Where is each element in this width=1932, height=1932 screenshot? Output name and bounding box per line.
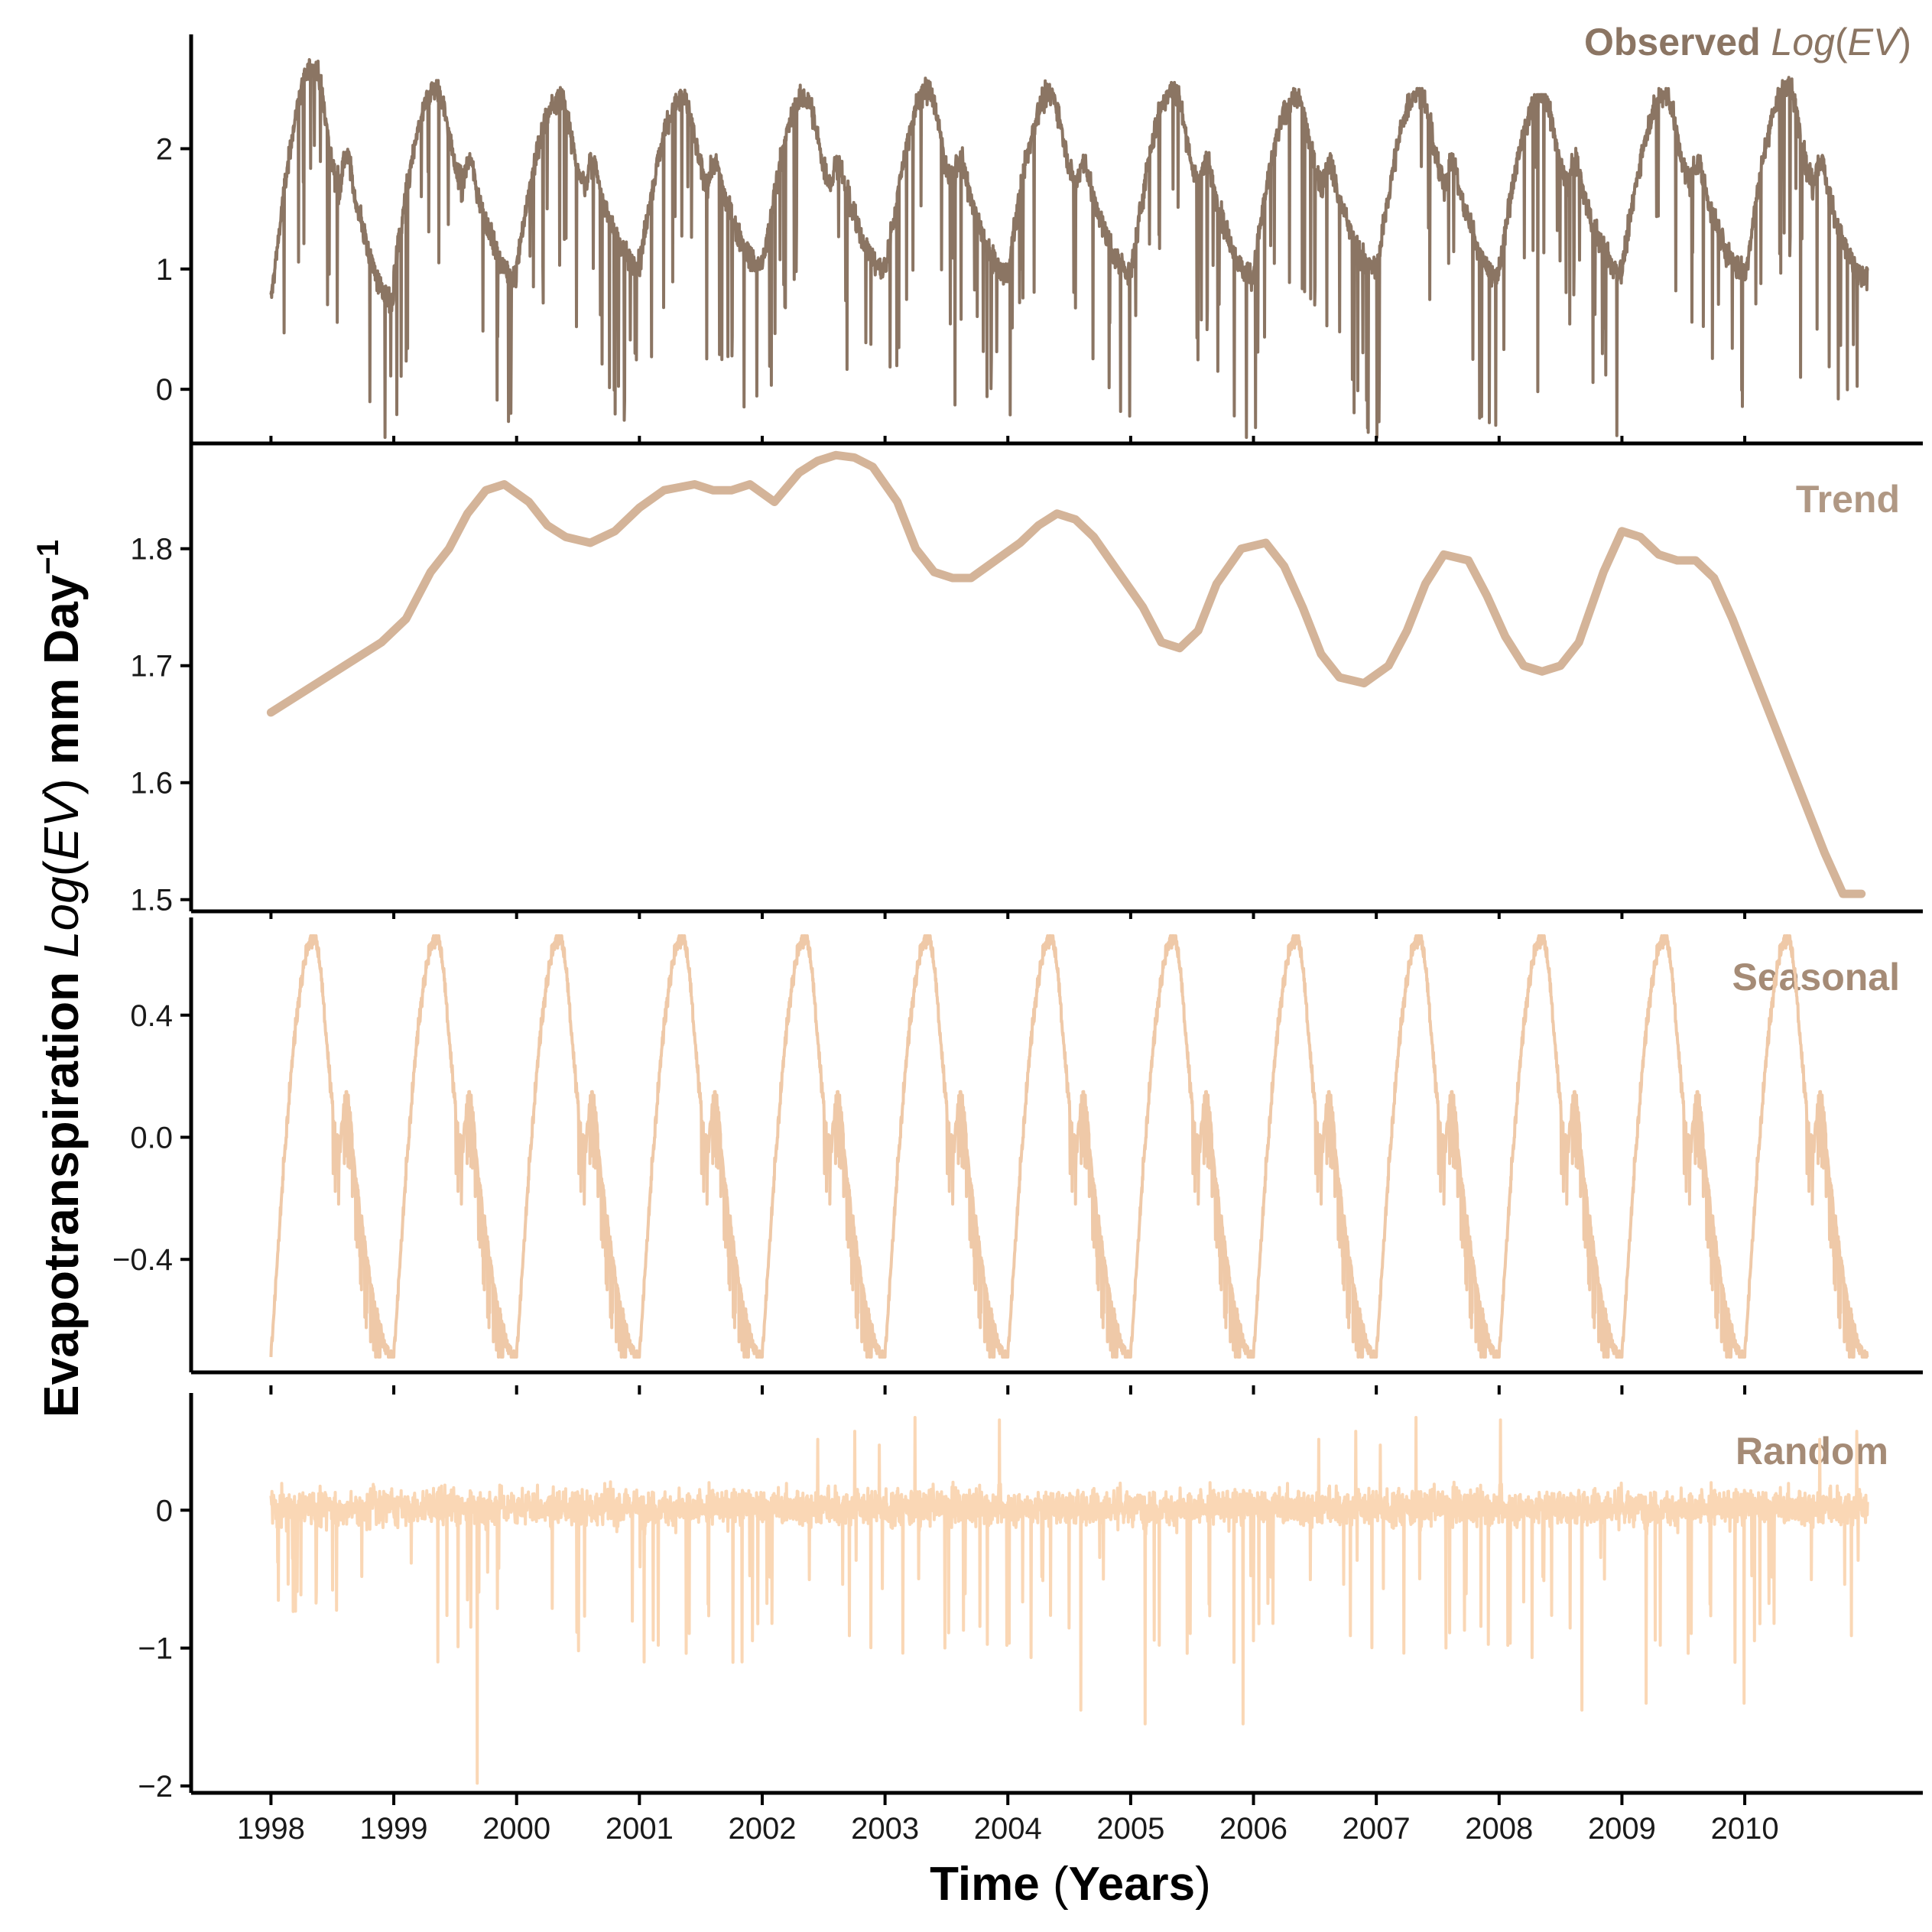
y-tick-label-1-1: 1.6 bbox=[130, 767, 173, 800]
y-tick-label-3-2: 0 bbox=[156, 1494, 173, 1528]
y-axis-title-ev: EV bbox=[34, 791, 89, 860]
panel-observed: Observed Log(EV) 0 1 2 bbox=[156, 21, 1923, 446]
seasonal-series-line bbox=[269, 934, 1869, 1359]
y-tick-label-0-0: 0 bbox=[156, 373, 173, 407]
y-tick-label-2-1: 0.0 bbox=[130, 1122, 173, 1155]
panel-random: Random −2 −1 0 bbox=[138, 1385, 1923, 1804]
x-axis-title-paren-open: ( bbox=[1053, 1858, 1069, 1911]
x-tick-label-3: 2001 bbox=[606, 1812, 674, 1846]
x-tick-label-10: 2008 bbox=[1465, 1812, 1533, 1846]
panel-title-observed: Observed Log(EV) bbox=[1584, 21, 1911, 63]
panel-title-observed-paren-close: ) bbox=[1898, 21, 1911, 63]
y-tick-label-0-2: 2 bbox=[156, 132, 173, 166]
y-axis-title-superscript: −1 bbox=[31, 540, 65, 575]
panel-trend: Trend 1.5 1.6 1.7 1.8 bbox=[130, 436, 1923, 917]
y-axis-title-prefix: Evapotranspiration bbox=[34, 958, 89, 1417]
y-axis-title: Evapotranspiration Log(EV) mm Day−1 bbox=[31, 540, 89, 1417]
x-tick-label-0: 1998 bbox=[237, 1812, 305, 1846]
panel-title-trend: Trend bbox=[1796, 478, 1900, 521]
panel-title-observed-log: Log bbox=[1771, 21, 1836, 63]
panel-title-observed-word: Observed bbox=[1584, 21, 1761, 63]
x-tick-label-12: 2010 bbox=[1711, 1812, 1779, 1846]
x-tick-label-8: 2006 bbox=[1219, 1812, 1287, 1846]
random-series-line bbox=[269, 1416, 1869, 1785]
x-axis-title-main: Time bbox=[930, 1858, 1053, 1911]
y-tick-label-3-0: −2 bbox=[138, 1770, 173, 1804]
x-tick-label-5: 2003 bbox=[851, 1812, 919, 1846]
y-tick-label-0-1: 1 bbox=[156, 253, 173, 287]
panel-title-random: Random bbox=[1736, 1430, 1888, 1473]
x-tick-label-2: 2000 bbox=[482, 1812, 550, 1846]
x-tick-label-4: 2002 bbox=[728, 1812, 796, 1846]
panel-title-observed-ev: EV bbox=[1848, 21, 1902, 63]
y-tick-label-1-2: 1.7 bbox=[130, 650, 173, 684]
observed-series-line bbox=[269, 58, 1869, 440]
panel-seasonal: Seasonal −0.4 0.0 0.4 bbox=[112, 910, 1923, 1375]
y-tick-label-1-0: 1.5 bbox=[130, 884, 173, 917]
x-tick-label-6: 2004 bbox=[974, 1812, 1042, 1846]
x-axis-title: Time (Years) bbox=[930, 1858, 1211, 1911]
y-tick-label-2-2: 0.4 bbox=[130, 999, 173, 1033]
y-axis-title-paren-close: ) bbox=[34, 778, 89, 794]
panel-title-seasonal: Seasonal bbox=[1732, 956, 1900, 998]
y-axis-title-log: Log bbox=[34, 876, 89, 958]
x-tick-label-7: 2005 bbox=[1096, 1812, 1164, 1846]
x-axis: 1998 1999 2000 2001 2002 2003 2004 2005 2006 2007… bbox=[237, 1793, 1779, 1846]
x-axis-title-paren-close: ) bbox=[1195, 1858, 1211, 1911]
y-tick-label-2-0: −0.4 bbox=[112, 1243, 173, 1277]
y-tick-label-3-1: −1 bbox=[138, 1632, 173, 1666]
x-axis-title-inner: Years bbox=[1069, 1858, 1196, 1911]
x-tick-label-1: 1999 bbox=[360, 1812, 428, 1846]
y-tick-label-1-3: 1.8 bbox=[130, 533, 173, 567]
trend-series-line bbox=[266, 450, 1866, 898]
x-tick-label-9: 2007 bbox=[1343, 1812, 1411, 1846]
panel-title-observed-paren-open: ( bbox=[1835, 21, 1848, 63]
y-axis-title-paren-open: ( bbox=[34, 860, 89, 876]
y-axis-title-suffix: mm Day bbox=[34, 574, 89, 778]
x-tick-label-11: 2009 bbox=[1588, 1812, 1656, 1846]
